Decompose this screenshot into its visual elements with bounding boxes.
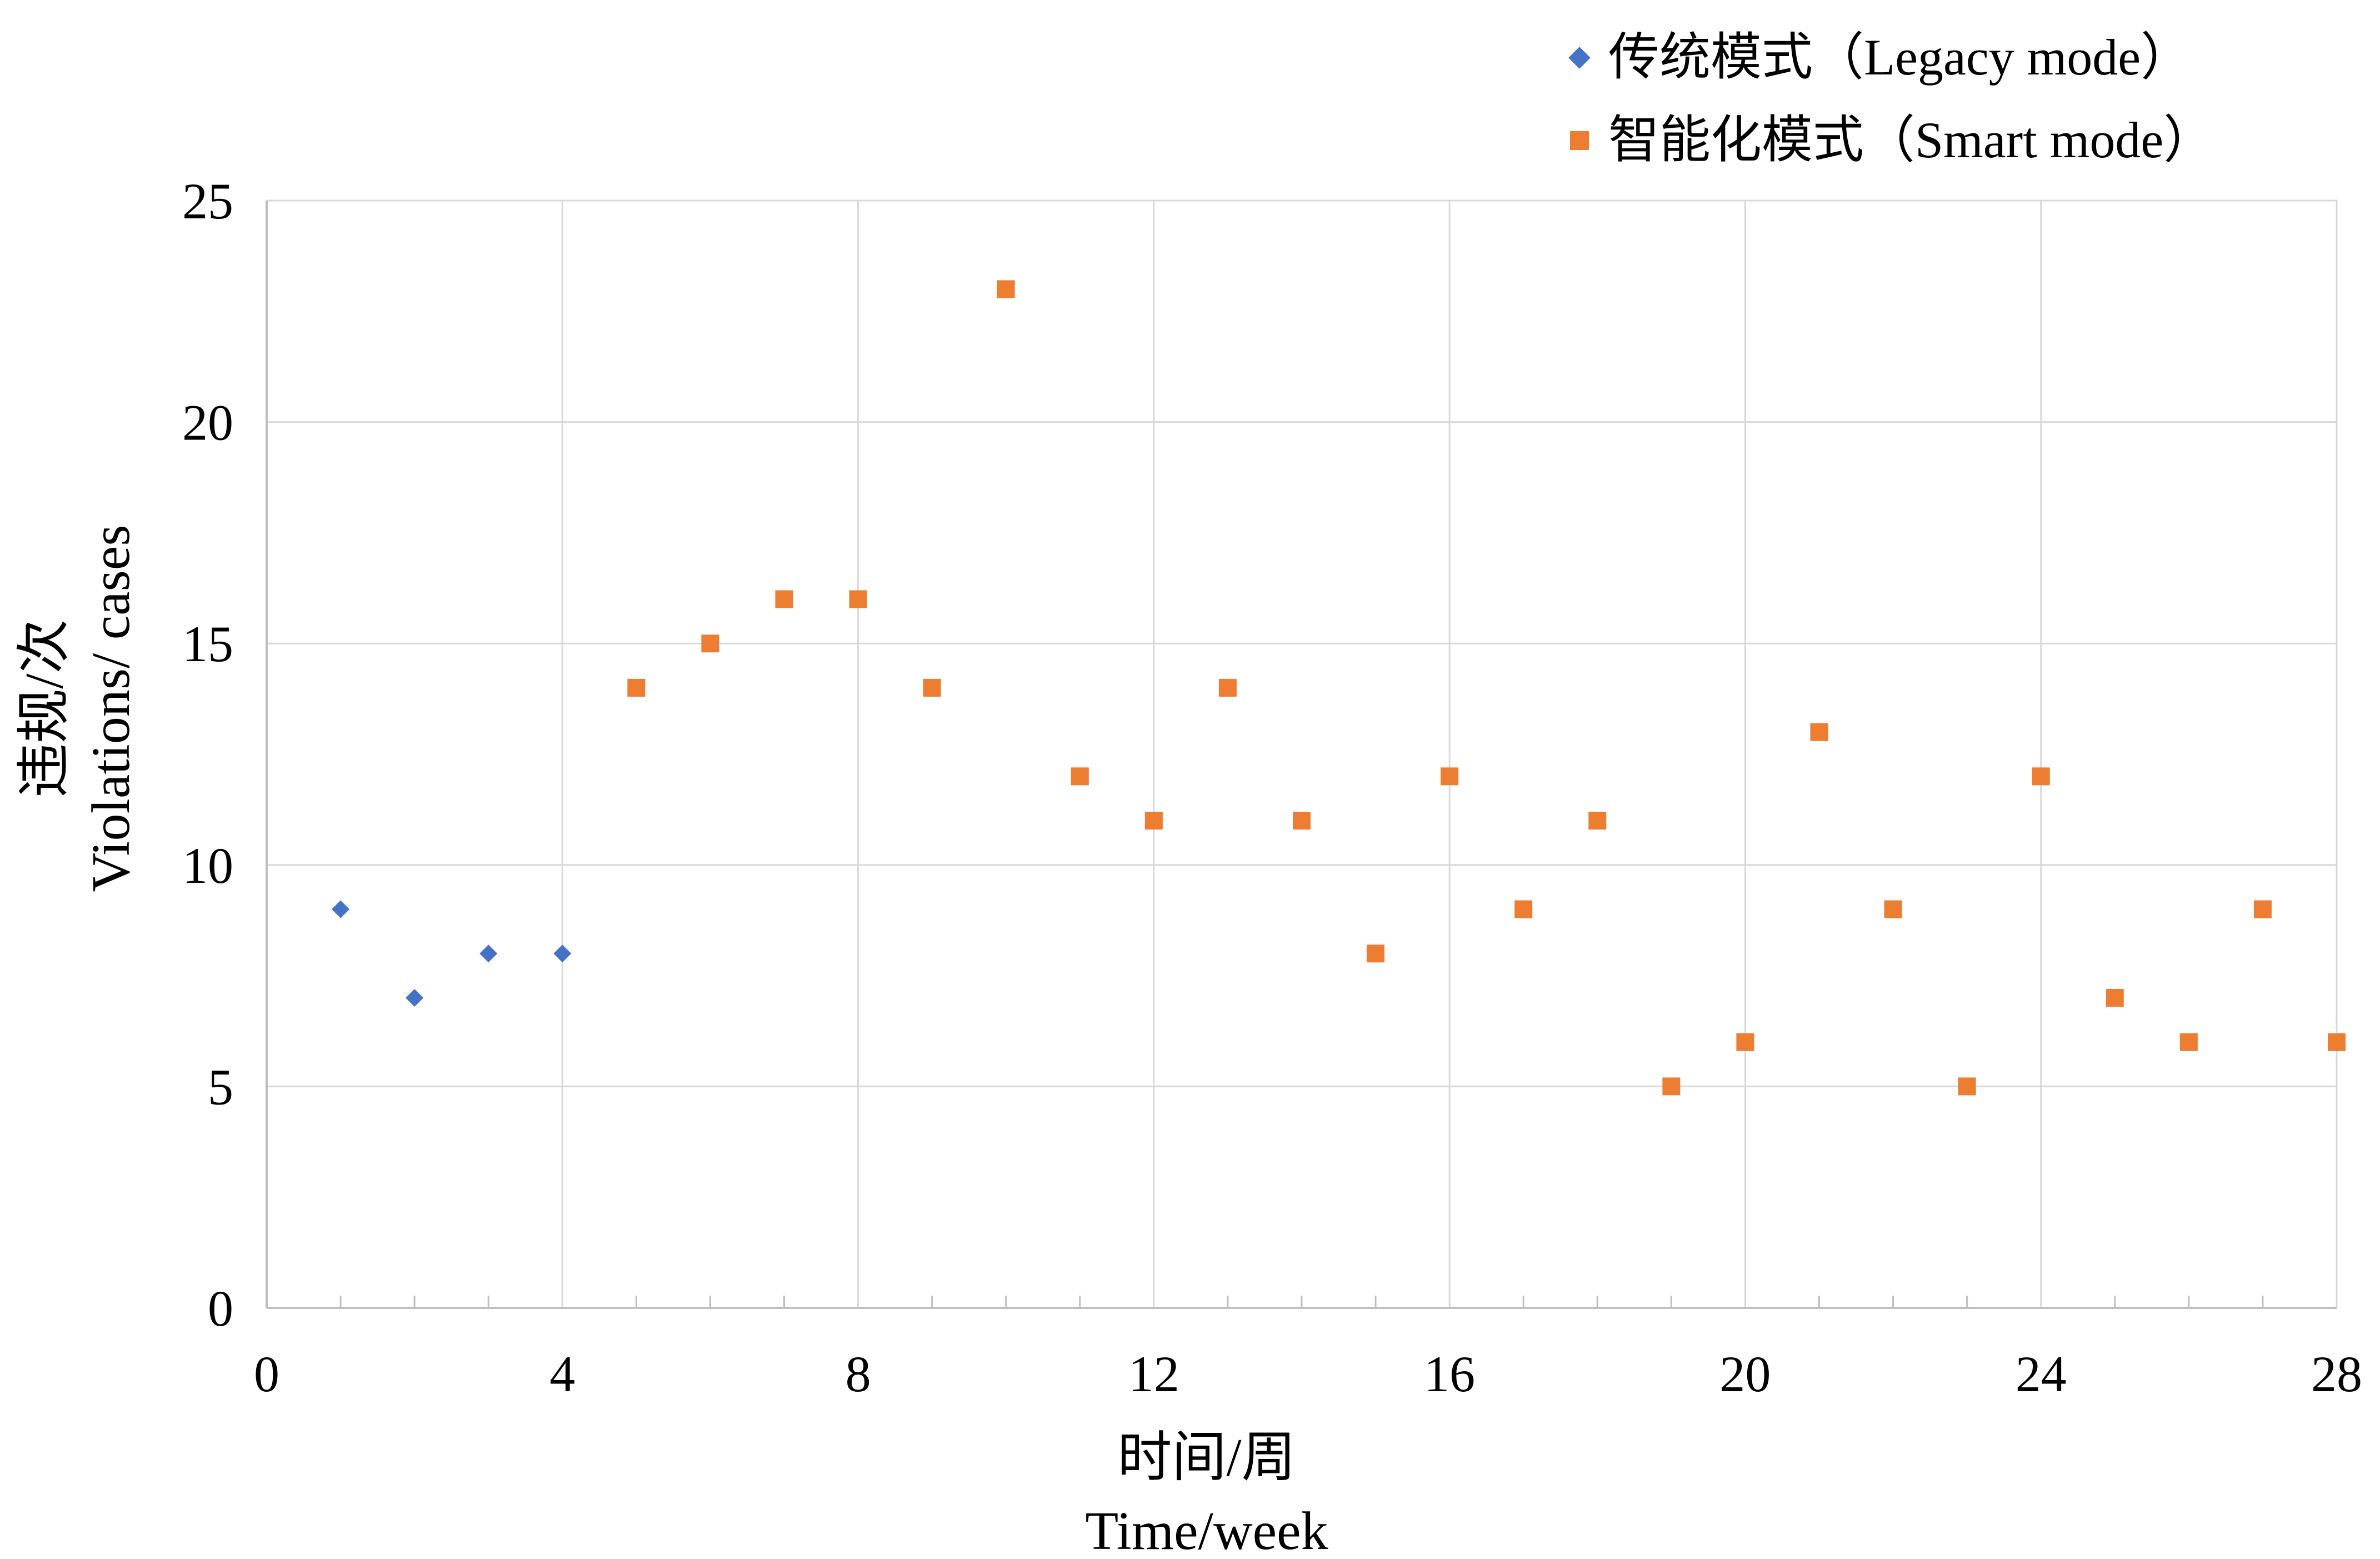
y-axis-title-en: Violations/ cases [81,525,141,892]
legend-item-legacy: 传统模式（Legacy mode） [1568,29,2192,86]
legend-marker-smart [1570,131,1589,150]
data-point-legacy [553,945,572,963]
data-point-smart [2328,1033,2346,1051]
data-points [332,280,2346,1096]
y-tick-label: 5 [208,1058,233,1115]
legend-item-smart: 智能化模式（Smart mode） [1570,112,2214,168]
data-point-smart [1884,900,1902,918]
data-point-smart [1514,900,1533,918]
data-point-smart [923,678,941,697]
series-legacy [332,900,572,1007]
x-tick-label: 24 [2016,1346,2067,1402]
data-point-smart [1588,812,1607,830]
data-point-smart [1293,812,1311,830]
data-point-smart [775,590,793,608]
data-point-smart [1441,767,1459,786]
y-tick-label: 25 [182,173,233,229]
y-tick-label: 20 [182,394,233,451]
series-smart [627,280,2346,1096]
data-point-legacy [406,988,424,1007]
x-tick-label: 8 [846,1346,871,1402]
data-point-smart [2106,988,2124,1007]
legend-marker-legacy [1568,47,1591,69]
x-axis-title-cn: 时间/周 [1117,1428,1296,1488]
data-point-smart [1736,1033,1754,1051]
legend-label-smart: 智能化模式（Smart mode） [1608,112,2214,168]
data-point-smart [849,590,867,608]
data-point-smart [997,280,1015,298]
x-tick-label: 16 [1424,1346,1475,1402]
y-tick-label: 10 [182,837,233,894]
gridlines [267,199,2338,1308]
data-point-smart [2253,900,2272,918]
tick-labels: 0 5 10 15 20 25 0 4 8 12 16 20 24 28 [182,173,2362,1402]
data-point-smart [1218,678,1237,697]
data-point-smart [1144,812,1163,830]
data-point-smart [701,634,719,653]
legend: 传统模式（Legacy mode） 智能化模式（Smart mode） [1568,29,2214,168]
y-axis-title-cn: 违规/次 [14,619,74,797]
data-point-legacy [479,945,498,963]
y-tick-label: 0 [208,1280,233,1337]
data-point-smart [2179,1033,2198,1051]
data-point-smart [627,678,646,697]
y-tick-label: 15 [182,616,233,672]
data-point-smart [1810,723,1828,741]
x-tick-label: 4 [549,1346,575,1402]
data-point-smart [2032,767,2050,786]
data-point-legacy [332,900,350,918]
x-tick-label: 0 [254,1346,279,1402]
x-tick-label: 12 [1128,1346,1179,1402]
x-axis-title-en: Time/week [1085,1501,1328,1559]
data-point-smart [1071,767,1089,786]
data-point-smart [1662,1077,1681,1096]
data-point-smart [1958,1077,1976,1096]
plot-frame [267,199,2338,1308]
legend-label-legacy: 传统模式（Legacy mode） [1608,29,2192,86]
data-point-smart [1367,945,1385,963]
axes [266,201,2337,1309]
x-tick-label: 28 [2311,1346,2362,1402]
x-tick-label: 20 [1719,1346,1771,1402]
